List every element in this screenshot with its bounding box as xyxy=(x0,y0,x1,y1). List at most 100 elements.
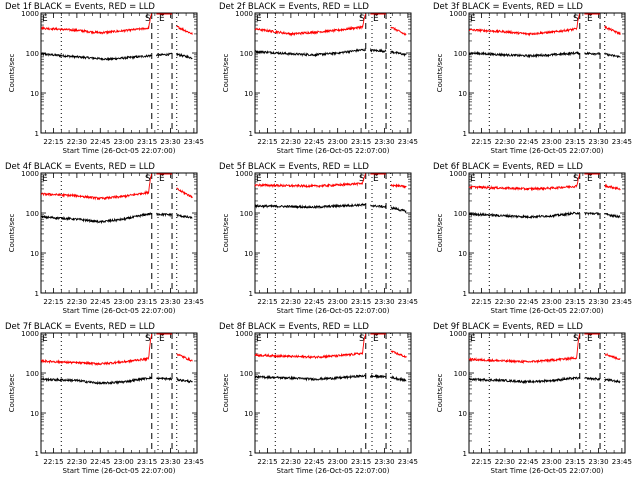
x-tick-label: 22:45 xyxy=(90,138,110,146)
chart-panel-1: Det 1f BLACK = Events, RED = LLD Counts/s… xyxy=(5,2,204,155)
x-tick-label: 23:15 xyxy=(565,458,585,466)
x-axis-label: Start Time (26-Oct-05 22:07:00) xyxy=(491,467,604,475)
y-tick-label: 1000 xyxy=(449,10,467,18)
y-tick-label: 100 xyxy=(454,370,467,378)
events-series-line xyxy=(254,373,407,383)
corner-label: S xyxy=(573,334,579,344)
chart-panel-7: Det 7f BLACK = Events, RED = LLD Counts/s… xyxy=(5,322,204,475)
y-tick-label: 100 xyxy=(240,210,253,218)
chart-panel-9: Det 9f BLACK = Events, RED = LLD Counts/s… xyxy=(433,322,632,475)
y-tick-label: 1000 xyxy=(235,10,253,18)
corner-label: S xyxy=(145,334,151,344)
events-series-line xyxy=(40,211,193,225)
x-axis-label: Start Time (26-Oct-05 22:07:00) xyxy=(491,147,604,155)
x-tick-label: 22:45 xyxy=(518,138,538,146)
y-tick-label: 1000 xyxy=(235,170,253,178)
events-series-line xyxy=(468,376,621,385)
x-tick-label: 23:00 xyxy=(328,458,348,466)
y-axis-label: Counts/sec xyxy=(436,214,444,253)
y-tick-label: 1000 xyxy=(449,330,467,338)
x-axis-label: Start Time (26-Oct-05 22:07:00) xyxy=(277,147,390,155)
x-tick-label: 23:15 xyxy=(351,138,371,146)
corner-label: E xyxy=(42,334,48,344)
y-tick-label: 1000 xyxy=(21,170,39,178)
x-tick-label: 22:15 xyxy=(471,138,491,146)
plot-frame xyxy=(40,172,198,294)
x-tick-label: 23:45 xyxy=(398,458,418,466)
corner-label: E xyxy=(373,14,379,24)
corner-label: E xyxy=(587,334,593,344)
x-tick-label: 23:45 xyxy=(398,138,418,146)
corner-label: E xyxy=(373,334,379,344)
lld-series-line xyxy=(468,13,621,37)
x-tick-label: 22:15 xyxy=(471,458,491,466)
lld-series-line xyxy=(40,333,193,367)
x-tick-label: 22:30 xyxy=(495,138,515,146)
x-tick-label: 22:15 xyxy=(471,298,491,306)
corner-label: S xyxy=(573,14,579,24)
x-tick-label: 22:30 xyxy=(67,298,87,306)
lld-series-line xyxy=(254,333,407,360)
x-tick-label: 22:15 xyxy=(43,458,63,466)
corner-label: S xyxy=(145,174,151,184)
x-tick-label: 23:15 xyxy=(351,458,371,466)
y-tick-label: 100 xyxy=(26,370,39,378)
chart-panel-4: Det 4f BLACK = Events, RED = LLD Counts/s… xyxy=(5,162,204,315)
x-tick-label: 23:30 xyxy=(588,298,608,306)
x-axis-label: Start Time (26-Oct-05 22:07:00) xyxy=(277,467,390,475)
chart-title: Det 7f BLACK = Events, RED = LLD xyxy=(5,322,155,332)
y-tick-label: 1 xyxy=(249,290,253,298)
x-tick-label: 23:45 xyxy=(398,298,418,306)
corner-label: E xyxy=(373,174,379,184)
x-tick-label: 23:15 xyxy=(565,138,585,146)
y-tick-label: 100 xyxy=(454,50,467,58)
chart-title: Det 1f BLACK = Events, RED = LLD xyxy=(5,2,155,12)
plot-frame xyxy=(254,332,412,454)
lld-series-line xyxy=(40,173,193,201)
lld-series-line xyxy=(254,173,407,189)
x-tick-label: 22:30 xyxy=(281,458,301,466)
corner-label: E xyxy=(42,174,48,184)
y-axis-label: Counts/sec xyxy=(436,54,444,93)
corner-label: E xyxy=(470,334,476,344)
corner-label: E xyxy=(470,14,476,24)
chart-panel-5: Det 5f BLACK = Events, RED = LLD Counts/s… xyxy=(219,162,418,315)
y-axis-label: Counts/sec xyxy=(222,54,230,93)
y-tick-label: 100 xyxy=(240,370,253,378)
x-axis-label: Start Time (26-Oct-05 22:07:00) xyxy=(63,467,176,475)
x-tick-label: 23:00 xyxy=(114,298,134,306)
y-tick-label: 1000 xyxy=(21,10,39,18)
x-tick-label: 22:15 xyxy=(43,298,63,306)
y-axis-label: Counts/sec xyxy=(436,374,444,413)
y-tick-label: 10 xyxy=(30,410,39,418)
y-tick-label: 100 xyxy=(454,210,467,218)
events-series-line xyxy=(254,47,407,58)
events-series-line xyxy=(40,52,193,62)
plot-frame xyxy=(40,332,198,454)
x-tick-label: 23:15 xyxy=(565,298,585,306)
lld-series-line xyxy=(468,333,621,365)
x-tick-label: 23:30 xyxy=(588,138,608,146)
y-tick-label: 1000 xyxy=(21,330,39,338)
corner-label: E xyxy=(159,14,165,24)
y-tick-label: 10 xyxy=(458,90,467,98)
corner-label: E xyxy=(256,14,262,24)
y-tick-label: 1 xyxy=(463,130,467,138)
chart-panel-8: Det 8f BLACK = Events, RED = LLD Counts/s… xyxy=(219,322,418,475)
lld-series-line xyxy=(468,173,621,192)
chart-title: Det 9f BLACK = Events, RED = LLD xyxy=(433,322,583,332)
x-tick-label: 22:15 xyxy=(257,298,277,306)
x-axis-label: Start Time (26-Oct-05 22:07:00) xyxy=(491,307,604,315)
events-series-line xyxy=(254,202,407,214)
chart-title: Det 8f BLACK = Events, RED = LLD xyxy=(219,322,369,332)
x-tick-label: 23:45 xyxy=(612,138,632,146)
y-axis-label: Counts/sec xyxy=(222,374,230,413)
x-tick-label: 22:30 xyxy=(495,458,515,466)
corner-label: E xyxy=(42,14,48,24)
x-tick-label: 23:45 xyxy=(184,298,204,306)
plot-frame xyxy=(254,12,412,134)
x-tick-label: 23:15 xyxy=(351,298,371,306)
chart-panel-6: Det 6f BLACK = Events, RED = LLD Counts/s… xyxy=(433,162,632,315)
x-tick-label: 23:15 xyxy=(137,298,157,306)
